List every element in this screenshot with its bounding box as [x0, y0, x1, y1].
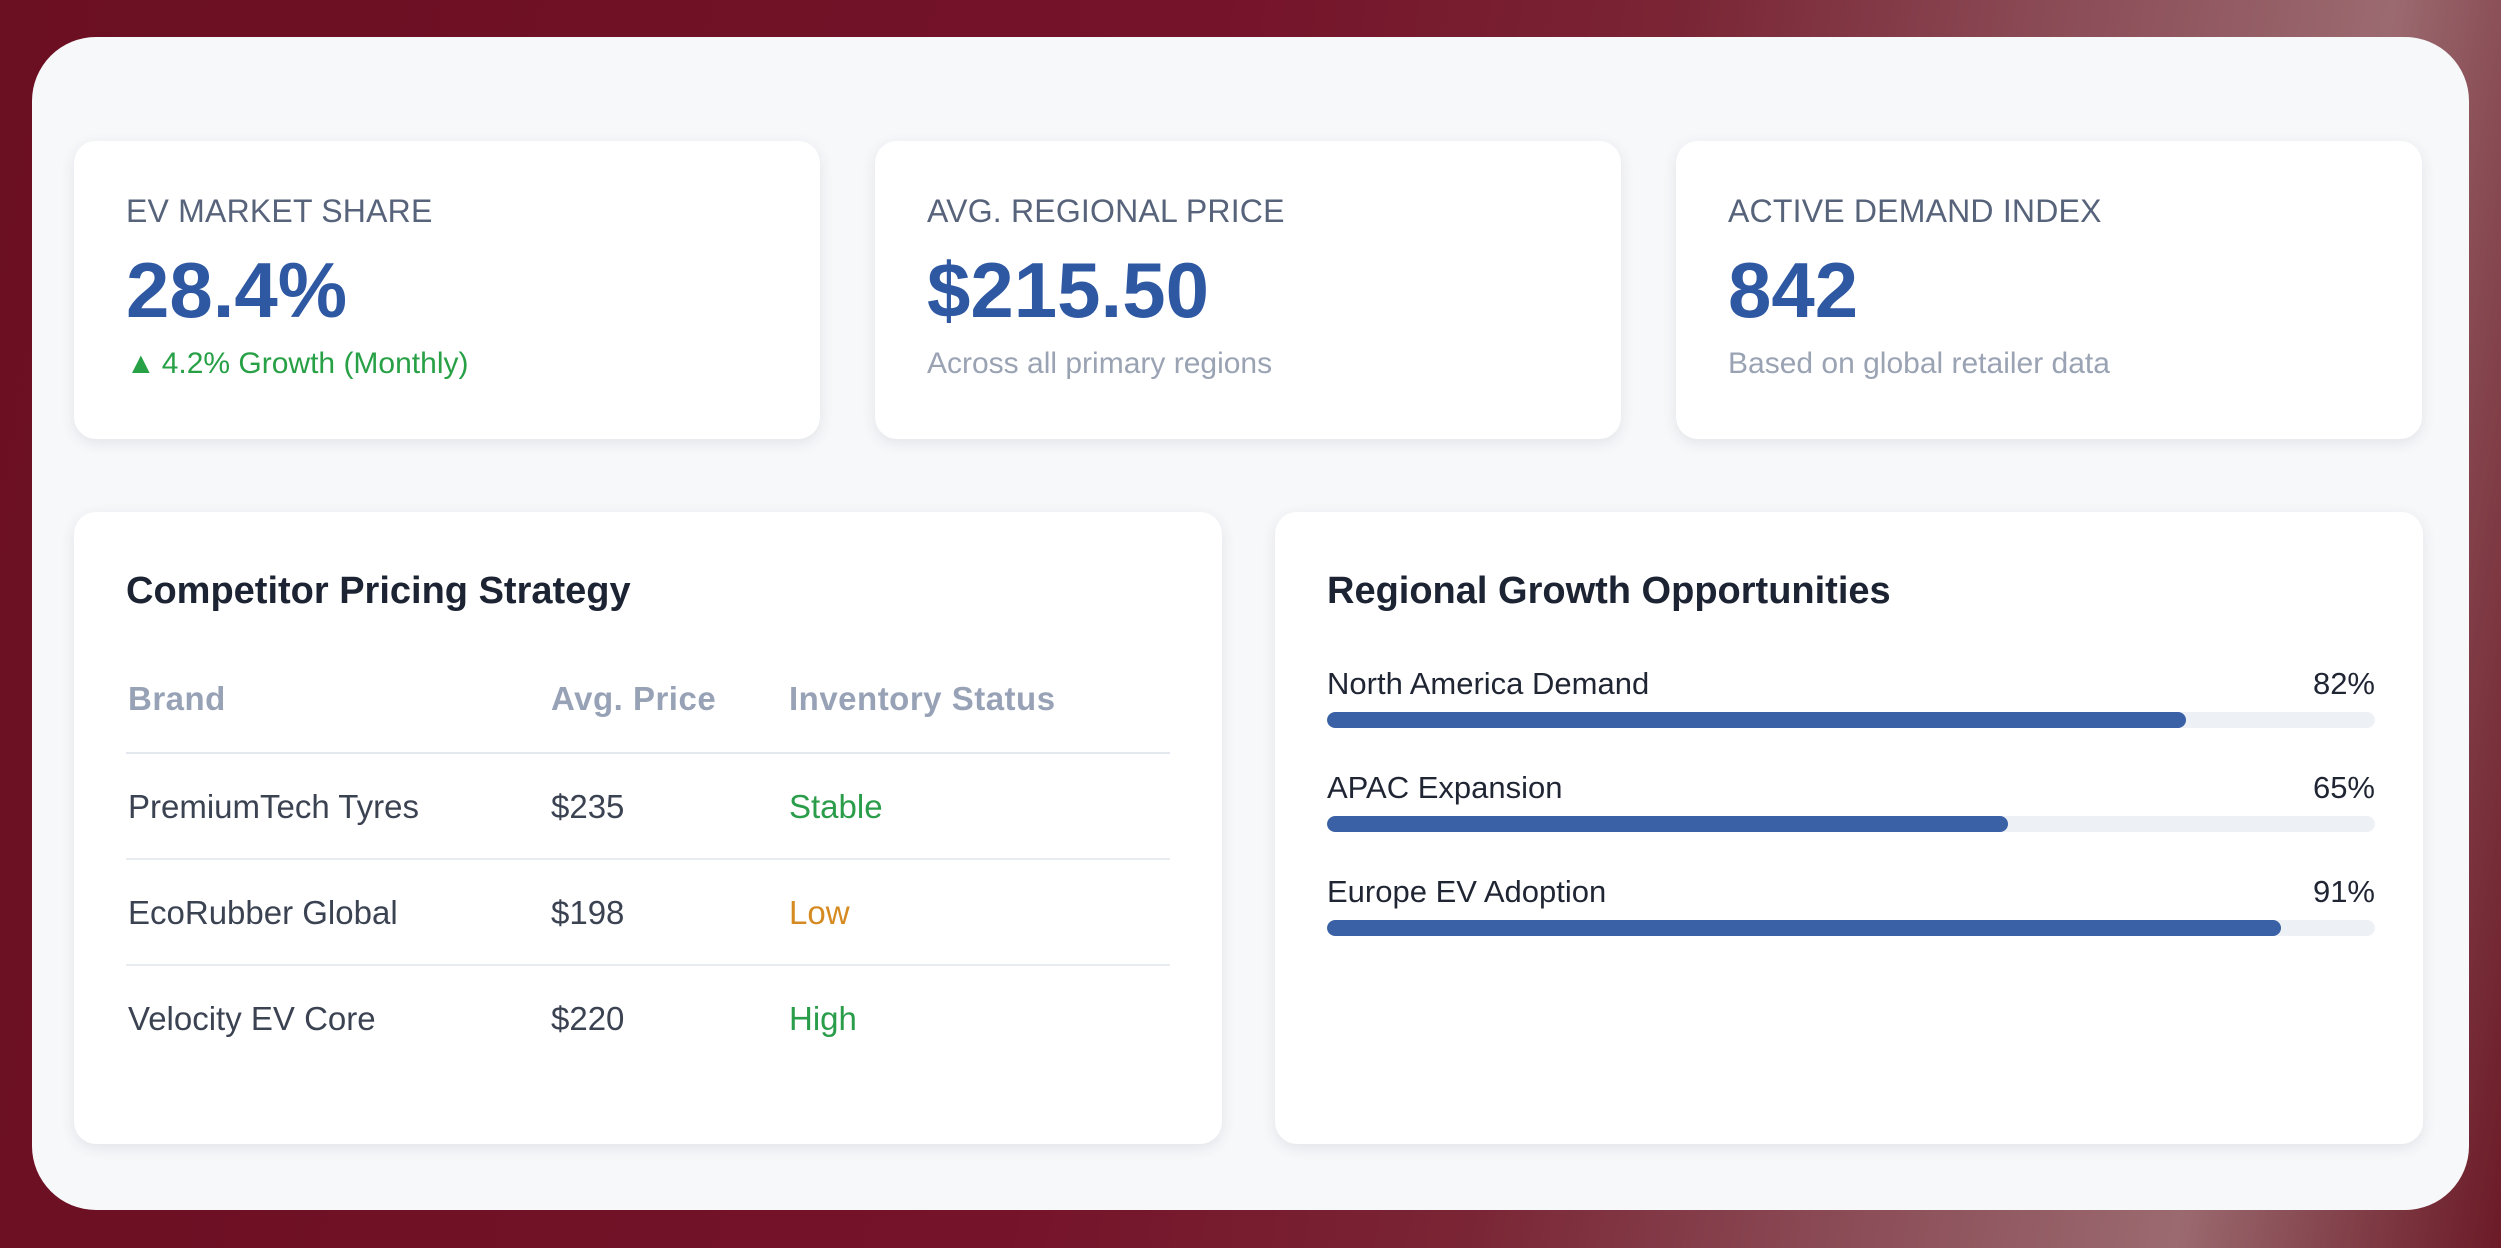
- kpi-card-regional-price: AVG. REGIONAL PRICE $215.50 Across all p…: [875, 141, 1621, 439]
- table-row: EcoRubber Global $198 Low: [126, 860, 1170, 966]
- kpi-value: 842: [1728, 246, 1859, 334]
- column-header-price: Avg. Price: [551, 680, 717, 717]
- column-header-brand: Brand: [128, 680, 226, 717]
- column-header-status: Inventory Status: [789, 680, 1056, 717]
- price-cell: $235: [551, 788, 625, 825]
- kpi-card-market-share: EV MARKET SHARE 28.4% ▲ 4.2% Growth (Mont…: [74, 141, 820, 439]
- kpi-growth-text: 4.2% Growth (Monthly): [161, 347, 469, 380]
- pricing-title: Competitor Pricing Strategy: [126, 570, 631, 612]
- progress-item-apac: APAC Expansion 65%: [1327, 770, 2375, 874]
- progress-label: Europe EV Adoption: [1327, 874, 1607, 909]
- kpi-label: AVG. REGIONAL PRICE: [927, 193, 1285, 229]
- price-cell: $220: [551, 1000, 625, 1037]
- progress-item-north-america: North America Demand 82%: [1327, 666, 2375, 770]
- table-header: Brand Avg. Price Inventory Status: [126, 652, 1170, 754]
- progress-track: [1327, 712, 2375, 728]
- progress-fill: [1327, 920, 2281, 936]
- progress-item-europe: Europe EV Adoption 91%: [1327, 874, 2375, 978]
- kpi-label: ACTIVE DEMAND INDEX: [1728, 193, 2102, 229]
- progress-label: North America Demand: [1327, 666, 1650, 701]
- table-row: PremiumTech Tyres $235 Stable: [126, 754, 1170, 860]
- dashboard-panel: EV MARKET SHARE 28.4% ▲ 4.2% Growth (Mont…: [32, 37, 2469, 1210]
- brand-cell: PremiumTech Tyres: [128, 788, 419, 825]
- growth-card: Regional Growth Opportunities North Amer…: [1275, 512, 2423, 1144]
- progress-fill: [1327, 816, 2009, 832]
- price-cell: $198: [551, 894, 625, 931]
- progress-track: [1327, 816, 2375, 832]
- progress-percent: 82%: [2312, 666, 2375, 701]
- kpi-subtitle: Across all primary regions: [927, 347, 1273, 380]
- kpi-subtitle: Based on global retailer data: [1728, 347, 2110, 380]
- progress-percent: 91%: [2312, 874, 2375, 909]
- kpi-growth: ▲ 4.2% Growth (Monthly): [126, 347, 468, 381]
- kpi-card-demand-index: ACTIVE DEMAND INDEX 842 Based on global …: [1676, 141, 2422, 439]
- status-cell: Stable: [789, 788, 883, 825]
- growth-title: Regional Growth Opportunities: [1327, 570, 1891, 612]
- kpi-label: EV MARKET SHARE: [126, 193, 433, 229]
- brand-cell: Velocity EV Core: [128, 1000, 376, 1037]
- status-cell: Low: [789, 894, 850, 931]
- brand-cell: EcoRubber Global: [128, 894, 398, 931]
- progress-percent: 65%: [2312, 770, 2375, 805]
- progress-fill: [1327, 712, 2187, 728]
- table-row: Velocity EV Core $220 High: [126, 966, 1170, 1070]
- arrow-up-icon: ▲: [126, 347, 156, 380]
- progress-track: [1327, 920, 2375, 936]
- growth-bars: North America Demand 82% APAC Expansion …: [1327, 666, 2375, 978]
- kpi-value: $215.50: [927, 246, 1209, 334]
- kpi-value: 28.4%: [126, 246, 348, 334]
- pricing-card: Competitor Pricing Strategy Brand Avg. P…: [74, 512, 1222, 1144]
- progress-label: APAC Expansion: [1327, 770, 1563, 805]
- pricing-table: Brand Avg. Price Inventory Status Premiu…: [126, 652, 1170, 1070]
- status-cell: High: [789, 1000, 857, 1037]
